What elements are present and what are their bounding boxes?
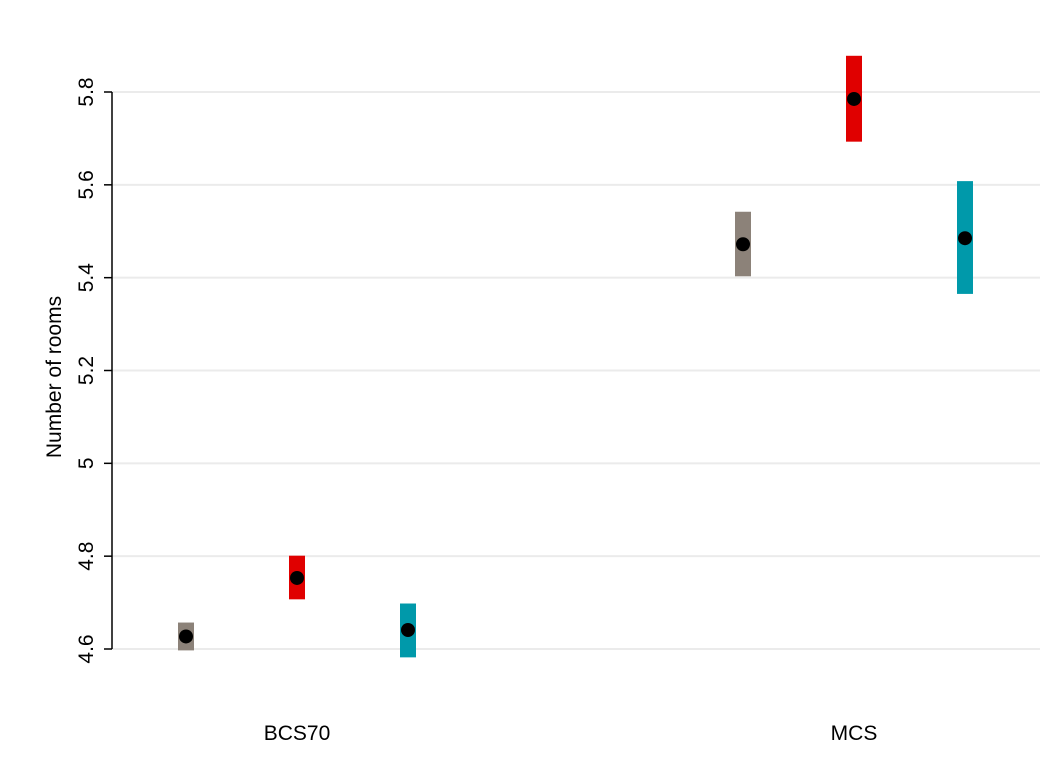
y-tick-label: 5: [75, 457, 98, 469]
grid-layer: [112, 91, 1040, 650]
x-category-labels: BCS70 MCS: [264, 722, 878, 745]
point-estimate: [401, 622, 415, 637]
y-tick-label: 4.6: [75, 634, 98, 663]
x-category-label: MCS: [831, 722, 878, 745]
point-estimate: [736, 237, 750, 252]
y-axis-title: Number of rooms: [43, 296, 66, 458]
y-tick-label: 5.4: [75, 263, 98, 293]
point-estimates: [179, 91, 972, 644]
y-axis: 4.6 4.8 5 5.2 5.4 5.6 5.8: [75, 77, 113, 664]
point-estimate: [847, 91, 861, 106]
point-estimate: [290, 570, 304, 585]
y-tick-label: 5.8: [75, 77, 98, 106]
y-tick-label: 5.2: [75, 356, 98, 385]
point-estimate: [179, 629, 193, 644]
x-category-label: BCS70: [264, 722, 331, 745]
y-tick-label: 4.8: [75, 542, 98, 571]
point-estimate: [958, 231, 972, 246]
ci-bars: [178, 55, 973, 658]
y-tick-label: 5.6: [75, 170, 98, 199]
